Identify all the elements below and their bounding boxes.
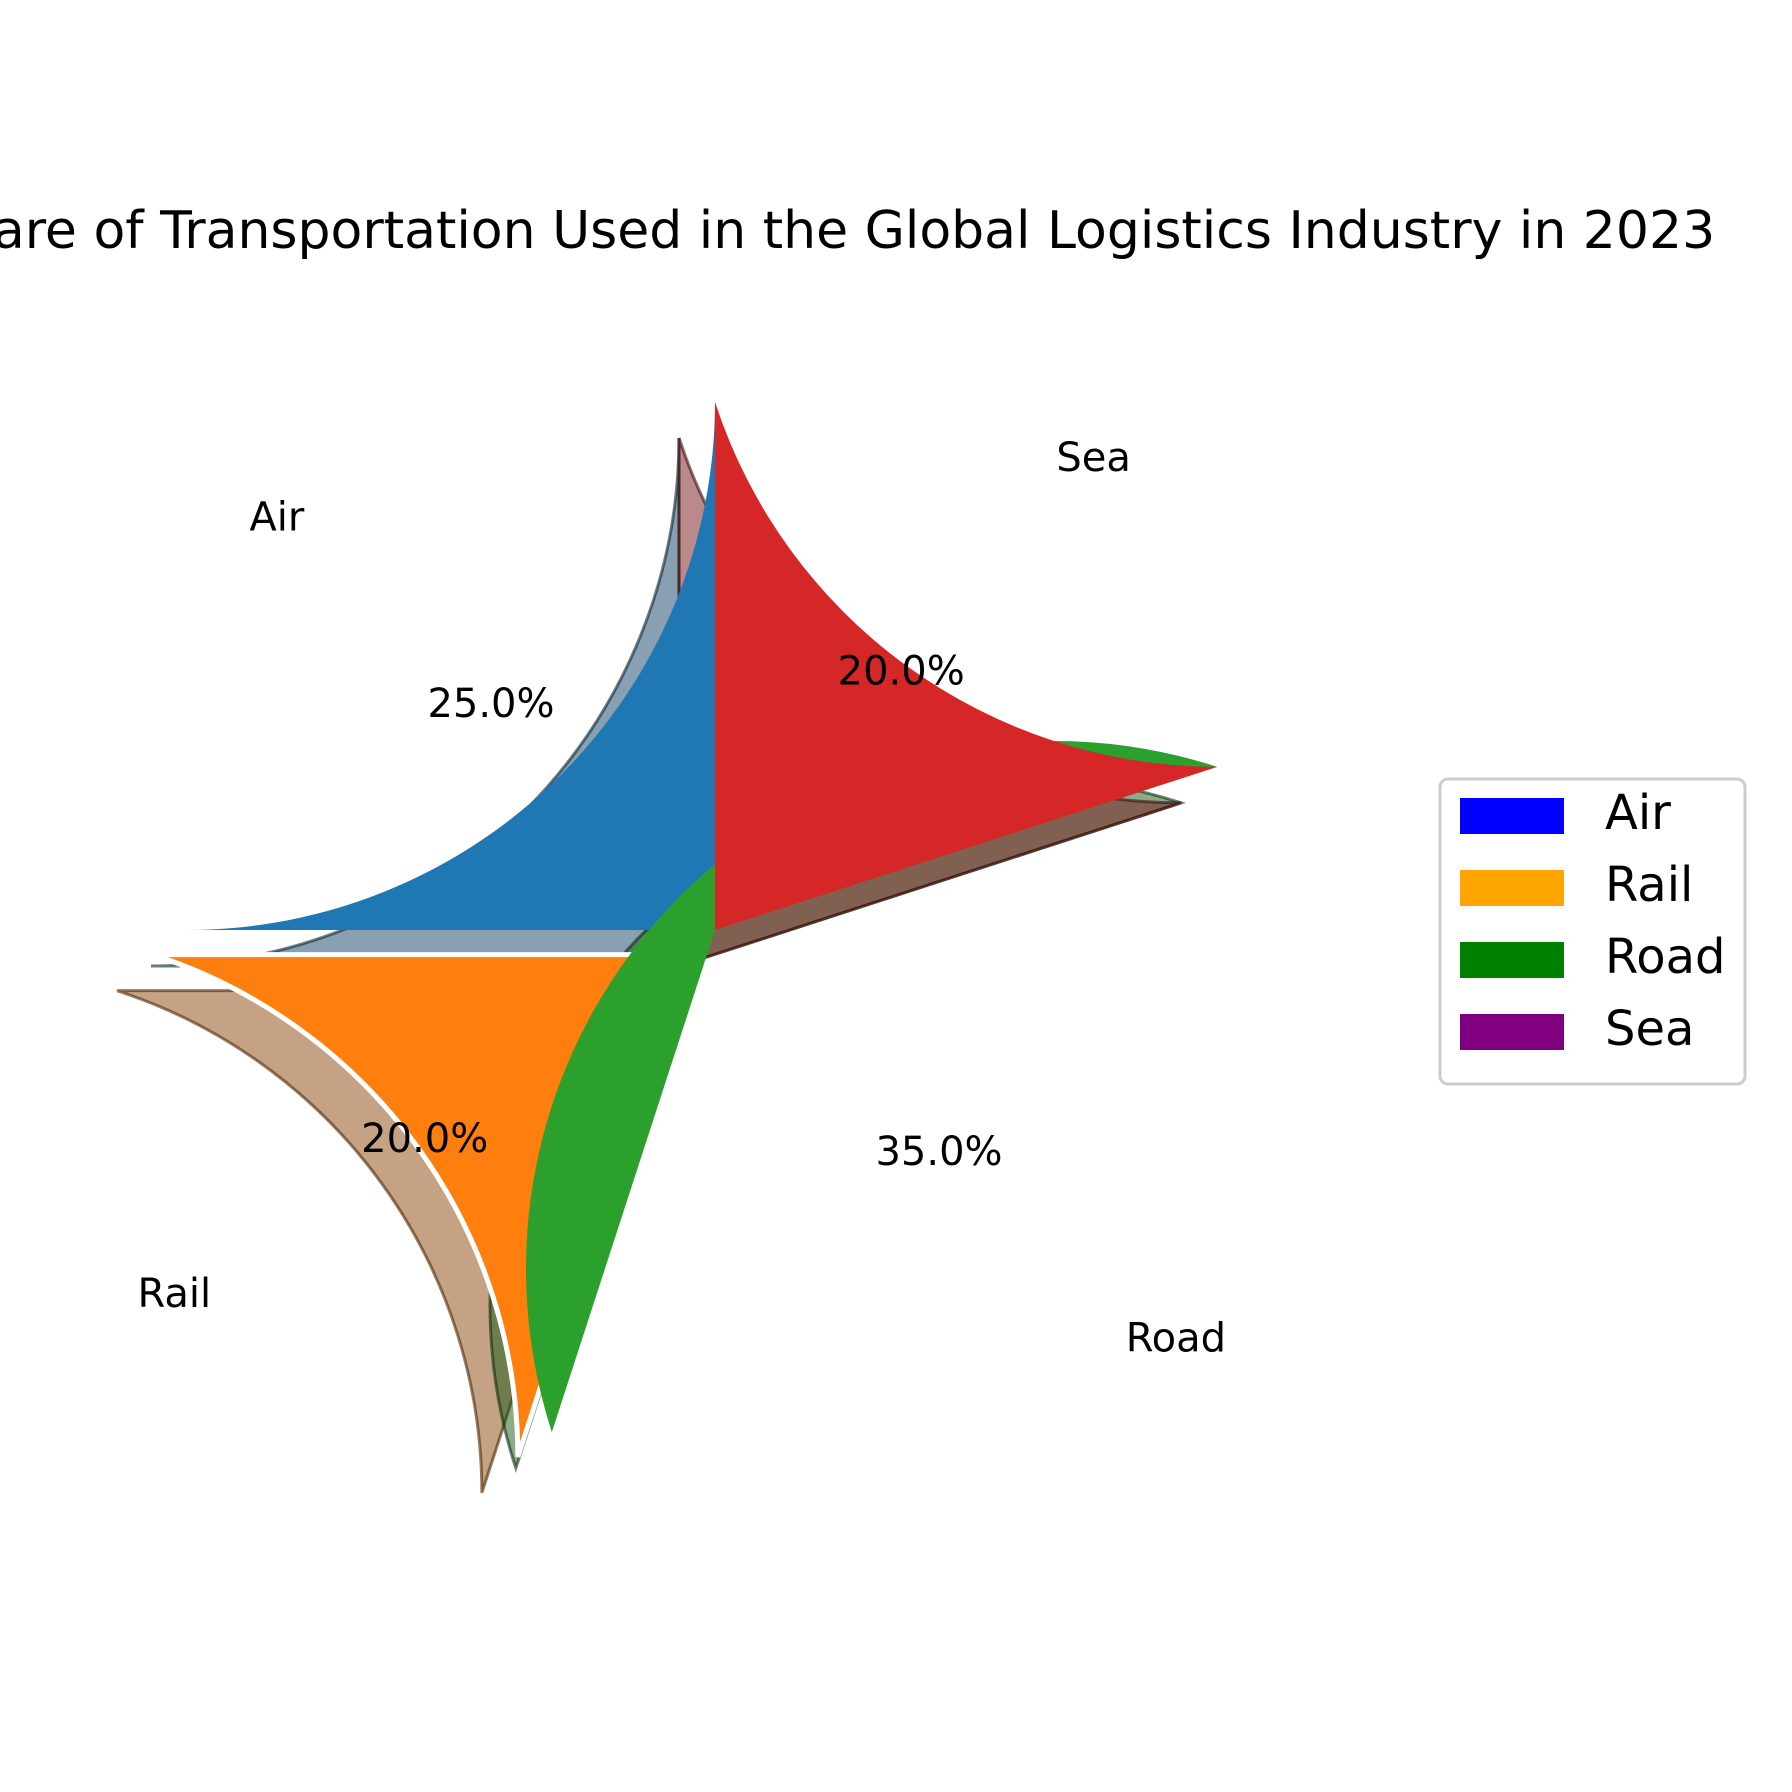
pie-slice-road (525, 740, 1218, 1433)
percent-label-air: 25.0% (427, 681, 554, 727)
pie-slices (152, 402, 1218, 1458)
pie-labels: Air 25.0% Rail 20.0% Road 35.0% Sea 20.0% (137, 435, 1226, 1362)
percent-label-road: 35.0% (875, 1129, 1002, 1175)
legend-entries: Air Rail Road Sea (1460, 785, 1725, 1057)
percent-label-rail: 20.0% (361, 1116, 488, 1162)
legend: Air Rail Road Sea (1438, 777, 1747, 1086)
legend-label-road: Road (1605, 929, 1725, 985)
legend-swatch-road (1460, 942, 1564, 978)
pie-slice-air (187, 402, 715, 930)
legend-swatch-air (1460, 798, 1564, 834)
legend-label-rail: Rail (1605, 857, 1693, 913)
legend-label-air: Air (1605, 785, 1671, 841)
slice-label-road: Road (1126, 1316, 1226, 1362)
legend-swatch-sea (1460, 1014, 1564, 1050)
chart-title: Share of Transportation Used in the Glob… (0, 201, 1715, 261)
pie-slice-sea (715, 402, 1218, 930)
legend-label-sea: Sea (1605, 1001, 1694, 1057)
slice-label-rail: Rail (137, 1271, 211, 1317)
legend-frame (1438, 777, 1747, 1086)
slice-label-sea: Sea (1056, 435, 1131, 481)
slice-label-air: Air (249, 494, 304, 540)
percent-label-sea: 20.0% (838, 649, 965, 695)
legend-swatch-rail (1460, 870, 1564, 906)
